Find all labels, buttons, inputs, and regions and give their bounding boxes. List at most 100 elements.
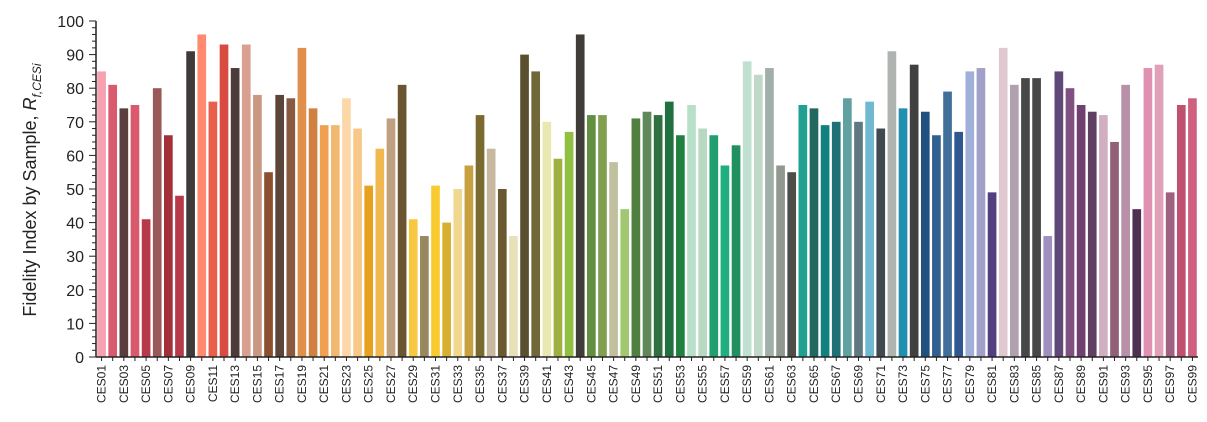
bar-ces74 [909, 64, 919, 358]
bar-ces80 [976, 68, 986, 357]
bar-ces40 [531, 71, 541, 358]
bar-ces03 [119, 108, 129, 357]
bar-ces27 [386, 118, 396, 357]
y-tick-label: 90 [66, 48, 84, 65]
bar-ces73 [898, 108, 908, 357]
bar-ces58 [731, 145, 741, 357]
bar-ces20 [308, 108, 318, 357]
y-tick-label: 40 [66, 216, 84, 233]
x-tick-label: CES41 [540, 365, 554, 403]
x-tick-label: CES27 [384, 365, 398, 403]
bar-ces63 [787, 172, 797, 357]
bar-ces68 [843, 98, 852, 357]
bar-ces37 [497, 189, 507, 357]
bar-ces55 [698, 128, 707, 357]
x-tick-label: CES93 [1119, 365, 1133, 403]
bar-ces84 [1021, 78, 1030, 358]
bar-ces02 [108, 84, 118, 357]
bar-ces71 [876, 128, 886, 357]
bar-ces43 [564, 131, 574, 357]
bar-ces25 [364, 185, 374, 357]
x-tick-label: CES55 [696, 365, 710, 403]
bar-ces57 [720, 165, 730, 357]
bar-ces92 [1110, 141, 1119, 357]
bar-ces67 [831, 121, 841, 357]
x-tick-label: CES71 [874, 365, 888, 403]
x-tick-label: CES39 [518, 365, 532, 403]
bar-ces45 [587, 115, 596, 357]
bar-ces94 [1132, 209, 1142, 357]
bar-ces32 [442, 222, 451, 357]
x-tick-label: CES99 [1185, 365, 1199, 403]
bar-ces95 [1143, 68, 1153, 357]
bar-ces39 [520, 54, 529, 357]
x-tick-label: CES23 [339, 365, 353, 403]
x-tick-label: CES79 [963, 365, 977, 403]
x-tick-label: CES83 [1007, 365, 1021, 403]
y-tick-label: 20 [66, 283, 84, 300]
bar-ces49 [631, 118, 641, 357]
x-tick-label: CES09 [184, 365, 198, 403]
bar-ces64 [798, 105, 808, 357]
bar-ces09 [186, 51, 195, 358]
bar-ces59 [742, 61, 752, 357]
x-tick-label: CES07 [161, 365, 175, 403]
bar-ces29 [408, 219, 418, 357]
bar-ces31 [431, 185, 440, 357]
y-tick-label: 50 [66, 182, 84, 199]
bar-ces56 [709, 135, 719, 357]
bar-ces90 [1087, 111, 1097, 357]
bar-ces89 [1076, 105, 1086, 357]
bar-ces52 [664, 101, 674, 357]
x-tick-label: CES31 [429, 365, 443, 403]
bar-ces19 [297, 47, 307, 357]
x-tick-label: CES35 [473, 365, 487, 403]
x-tick-label: CES05 [139, 365, 153, 403]
y-axis-title: Fidelity Index by Sample, Rf,CESi [20, 63, 44, 316]
x-tick-label: CES77 [941, 365, 955, 403]
bar-ces41 [542, 121, 552, 357]
x-tick-label: CES19 [295, 365, 309, 403]
x-tick-label: CES73 [896, 365, 910, 403]
bar-ces14 [241, 44, 251, 358]
x-tick-label: CES97 [1163, 365, 1177, 403]
bar-ces66 [820, 125, 830, 357]
y-tick-label: 10 [66, 316, 84, 333]
bar-ces30 [420, 236, 429, 357]
bar-ces44 [575, 34, 585, 357]
bar-ces65 [809, 108, 819, 357]
bar-ces61 [765, 68, 774, 357]
x-tick-label: CES21 [317, 365, 331, 403]
x-tick-label: CES85 [1030, 365, 1044, 403]
bar-ces35 [475, 115, 485, 357]
x-tick-label: CES91 [1096, 365, 1110, 403]
bar-ces53 [676, 135, 685, 357]
y-tick-label: 60 [66, 148, 84, 165]
bar-ces97 [1165, 192, 1175, 357]
x-tick-label: CES03 [117, 365, 131, 403]
bar-ces16 [264, 172, 273, 357]
bar-ces26 [375, 148, 385, 357]
x-tick-label: CES49 [629, 365, 643, 403]
x-tick-label: CES63 [785, 365, 799, 403]
bar-ces81 [987, 192, 997, 357]
x-tick-label: CES87 [1052, 365, 1066, 403]
bar-ces34 [464, 165, 474, 357]
x-tick-label: CES15 [250, 365, 264, 403]
bar-ces12 [219, 44, 229, 358]
bar-ces08 [175, 195, 184, 357]
x-tick-label: CES57 [718, 365, 732, 403]
bar-ces51 [653, 115, 663, 357]
bar-ces07 [164, 135, 173, 357]
y-tick-label: 80 [66, 81, 84, 98]
bar-ces60 [753, 74, 763, 357]
bar-ces62 [776, 165, 785, 357]
bar-ces88 [1065, 88, 1075, 357]
y-axis-ticks [89, 20, 96, 358]
bar-ces78 [954, 131, 964, 357]
bar-ces01 [97, 71, 106, 358]
y-tick-label: 70 [66, 115, 84, 132]
y-tick-labels: 0 10 20 30 40 50 60 70 80 90 100 [57, 14, 84, 367]
bar-ces50 [642, 111, 652, 357]
